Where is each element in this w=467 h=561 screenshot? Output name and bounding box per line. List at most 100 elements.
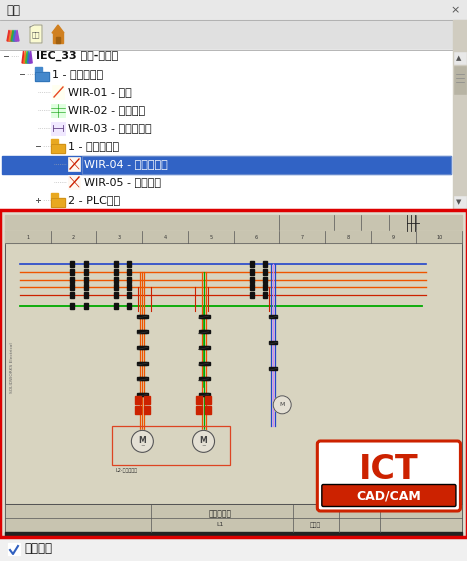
Bar xyxy=(205,377,207,380)
Bar xyxy=(53,33,63,43)
Text: 文件: 文件 xyxy=(6,3,20,16)
Bar xyxy=(203,393,205,396)
Bar xyxy=(206,377,210,380)
Bar xyxy=(143,377,146,380)
Circle shape xyxy=(192,430,214,452)
Bar xyxy=(203,315,205,318)
Bar xyxy=(196,396,202,403)
Polygon shape xyxy=(9,30,13,41)
Bar xyxy=(206,393,210,396)
Bar xyxy=(143,315,146,318)
Bar xyxy=(135,406,141,414)
Bar xyxy=(84,292,87,298)
Bar xyxy=(249,269,254,275)
Bar xyxy=(137,346,141,349)
Bar xyxy=(142,361,144,365)
Bar xyxy=(139,377,142,380)
Text: WIR-03 - 布线方框图: WIR-03 - 布线方框图 xyxy=(68,123,152,133)
Bar xyxy=(203,377,205,380)
Polygon shape xyxy=(11,30,15,41)
Bar xyxy=(200,377,204,380)
Text: 电气图: 电气图 xyxy=(310,522,321,528)
Bar xyxy=(51,193,58,198)
Bar xyxy=(8,543,20,555)
Bar xyxy=(139,315,142,318)
Bar xyxy=(127,269,131,275)
Bar xyxy=(198,361,202,365)
Bar xyxy=(205,406,211,414)
Bar xyxy=(200,346,204,349)
Bar xyxy=(454,196,466,208)
Bar xyxy=(249,284,254,291)
Bar xyxy=(127,302,131,309)
Text: L2-抗水泵运行: L2-抗水泵运行 xyxy=(116,467,138,472)
FancyBboxPatch shape xyxy=(322,485,456,507)
Text: 2: 2 xyxy=(72,234,75,240)
Bar xyxy=(269,341,277,344)
Bar xyxy=(205,330,207,333)
Bar xyxy=(71,292,74,298)
Bar xyxy=(51,122,65,135)
Bar xyxy=(143,346,146,349)
Bar xyxy=(205,346,207,349)
Bar xyxy=(143,393,146,396)
Bar xyxy=(142,346,144,349)
Bar xyxy=(206,330,210,333)
Bar xyxy=(5,532,462,536)
Text: ▲: ▲ xyxy=(456,55,462,61)
Bar xyxy=(139,330,142,333)
Text: SOLIDWORKS Electrical: SOLIDWORKS Electrical xyxy=(10,342,14,393)
Bar xyxy=(82,156,451,174)
Bar xyxy=(145,346,149,349)
Text: 1 - 文档文件集: 1 - 文档文件集 xyxy=(52,69,103,79)
Bar xyxy=(71,284,74,291)
Bar xyxy=(263,277,267,283)
Text: WIR-05 - 控制回路: WIR-05 - 控制回路 xyxy=(84,177,161,187)
Bar xyxy=(143,330,146,333)
Polygon shape xyxy=(30,25,42,43)
Bar xyxy=(127,261,131,267)
Bar xyxy=(198,346,202,349)
Bar xyxy=(51,144,65,153)
Bar xyxy=(68,157,80,171)
Bar xyxy=(142,393,144,396)
Bar xyxy=(56,37,60,43)
Bar xyxy=(68,175,80,189)
Polygon shape xyxy=(13,30,17,41)
Bar xyxy=(200,330,204,333)
Text: ICT: ICT xyxy=(359,453,419,486)
Bar xyxy=(5,231,462,243)
Polygon shape xyxy=(28,51,30,63)
Bar xyxy=(84,302,87,309)
Bar xyxy=(249,261,254,267)
Bar xyxy=(84,261,87,267)
Bar xyxy=(145,330,149,333)
Text: 8: 8 xyxy=(346,234,349,240)
Bar xyxy=(2,156,451,174)
Bar xyxy=(249,292,254,298)
Bar xyxy=(114,261,118,267)
Bar xyxy=(34,142,42,150)
Text: ▼: ▼ xyxy=(456,199,462,205)
Bar xyxy=(139,393,142,396)
Polygon shape xyxy=(52,25,64,33)
Bar xyxy=(200,315,204,318)
Bar xyxy=(51,104,65,117)
Circle shape xyxy=(131,430,153,452)
Bar xyxy=(135,396,141,403)
Bar xyxy=(454,66,466,94)
Text: 1: 1 xyxy=(26,234,29,240)
Bar xyxy=(139,361,142,365)
Bar xyxy=(269,367,277,370)
Bar xyxy=(198,377,202,380)
Bar xyxy=(5,231,462,504)
Bar xyxy=(0,20,467,50)
Bar xyxy=(205,361,207,365)
Text: 图纸预览: 图纸预览 xyxy=(24,542,52,555)
Bar xyxy=(114,292,118,298)
Polygon shape xyxy=(15,30,19,41)
Bar xyxy=(52,85,64,99)
Text: ~: ~ xyxy=(201,443,206,448)
Bar xyxy=(137,393,141,396)
Bar xyxy=(35,72,49,81)
